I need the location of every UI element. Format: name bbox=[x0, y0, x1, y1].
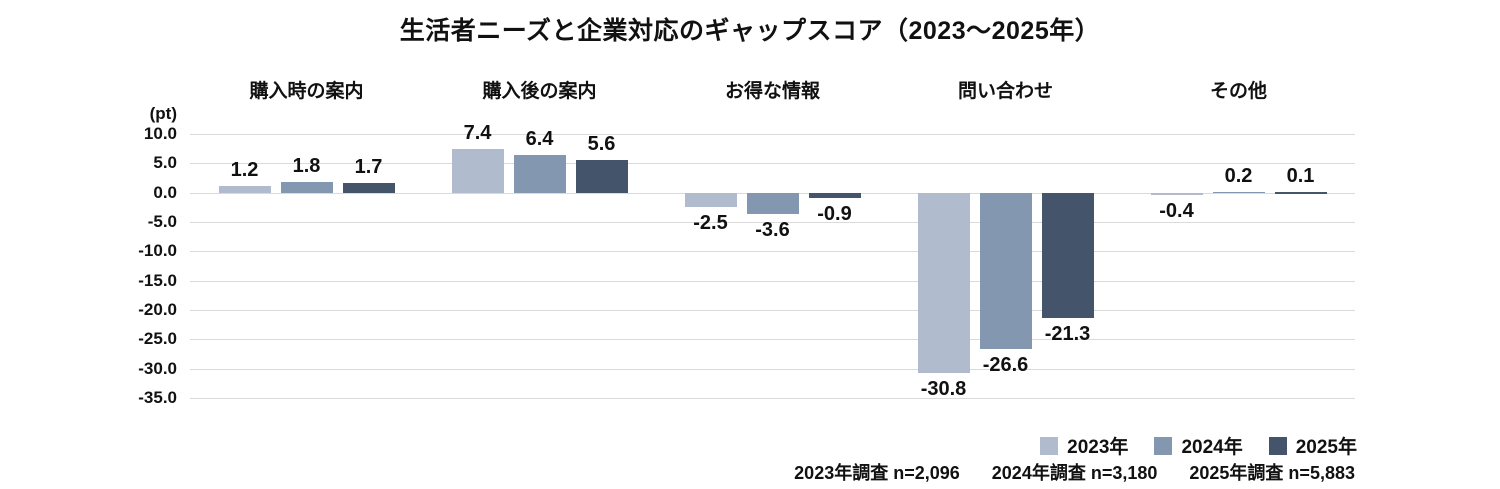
legend-label: 2023年 bbox=[1067, 437, 1129, 458]
value-label: 0.1 bbox=[1286, 165, 1315, 188]
value-label: 0.2 bbox=[1224, 164, 1253, 187]
value-label: -21.3 bbox=[1044, 322, 1091, 345]
bar bbox=[808, 192, 861, 198]
value-label: -3.6 bbox=[755, 218, 790, 241]
chart-title: 生活者ニーズと企業対応のギャップスコア（2023～2025年） bbox=[399, 17, 1101, 45]
y-axis-unit-label: (pt) bbox=[149, 104, 177, 123]
bar bbox=[513, 155, 566, 193]
gridline bbox=[190, 251, 1355, 253]
value-label: -2.5 bbox=[693, 212, 728, 235]
y-axis-tick-label: -5.0 bbox=[147, 212, 177, 231]
value-label: -0.9 bbox=[817, 202, 852, 225]
bar bbox=[684, 192, 737, 208]
value-label: 6.4 bbox=[525, 128, 554, 151]
category-label: 購入時の案内 bbox=[249, 81, 364, 102]
plot-area: 購入時の案内 1.2 1.8 1.7 購入後の案内 7.4 6.4 5.6 お得な情報 -2.5 -… bbox=[190, 81, 1355, 401]
legend-swatch bbox=[1040, 436, 1059, 455]
bar bbox=[451, 149, 504, 193]
gridline bbox=[190, 222, 1355, 223]
bar bbox=[575, 159, 628, 193]
value-label: 7.4 bbox=[463, 122, 492, 145]
y-axis-tick-label: -15.0 bbox=[138, 270, 177, 290]
category-label: その他 bbox=[1209, 81, 1267, 102]
value-label: -0.4 bbox=[1159, 200, 1194, 222]
bar bbox=[917, 192, 970, 374]
y-axis-tick-label: 5.0 bbox=[153, 153, 177, 173]
bar bbox=[979, 192, 1032, 349]
value-label: 1.7 bbox=[354, 155, 383, 178]
gridline bbox=[190, 134, 1355, 135]
y-axis-tick-label: -25.0 bbox=[138, 329, 177, 349]
bar bbox=[1274, 192, 1327, 194]
category-label: 問い合わせ bbox=[957, 81, 1053, 102]
y-axis-tick-label: -35.0 bbox=[138, 388, 177, 407]
legend-swatch bbox=[1154, 436, 1173, 455]
survey-sample-item: 2024年調査 n=3,180 bbox=[991, 463, 1158, 483]
bar bbox=[746, 192, 799, 214]
survey-sample-item: 2023年調査 n=2,096 bbox=[794, 463, 960, 483]
bar bbox=[218, 185, 271, 193]
y-axis-tick-label: -20.0 bbox=[138, 300, 177, 319]
value-label: -26.6 bbox=[982, 353, 1029, 376]
value-label: 1.8 bbox=[292, 155, 321, 178]
survey-sample-note: 2023年調査 n=2,096 2024年調査 n=3,180 2025年調査 n=… bbox=[794, 459, 1355, 485]
gridline bbox=[190, 280, 1355, 282]
gridline bbox=[190, 339, 1355, 341]
y-axis-tick-label: 10.0 bbox=[143, 124, 177, 143]
gridline bbox=[190, 310, 1355, 311]
bar bbox=[280, 182, 333, 193]
category-label: お得な情報 bbox=[724, 81, 820, 102]
y-axis-tick-label: -30.0 bbox=[138, 358, 177, 378]
bar bbox=[1212, 191, 1265, 193]
legend-item: 2023年 bbox=[1040, 432, 1128, 459]
bar bbox=[1150, 192, 1203, 195]
value-label: -30.8 bbox=[920, 378, 967, 401]
legend-label: 2024年 bbox=[1181, 437, 1243, 458]
value-label: 1.2 bbox=[230, 158, 259, 181]
legend-item: 2024年 bbox=[1154, 432, 1243, 459]
category-label: 購入後の案内 bbox=[482, 81, 597, 102]
y-axis-tick-label: 0.0 bbox=[153, 182, 177, 202]
gridline bbox=[190, 398, 1355, 399]
bar bbox=[1041, 192, 1094, 318]
legend-swatch bbox=[1268, 436, 1287, 455]
gridline bbox=[190, 368, 1355, 370]
y-axis-tick-label: -10.0 bbox=[138, 241, 177, 261]
legend-label: 2025年 bbox=[1295, 437, 1357, 458]
gridline bbox=[190, 163, 1355, 165]
bar bbox=[342, 182, 395, 193]
legend-item: 2025年 bbox=[1268, 432, 1357, 459]
survey-sample-item: 2025年調査 n=5,883 bbox=[1189, 463, 1355, 483]
legend: 2023年 2024年 2025年 bbox=[1040, 432, 1357, 459]
value-label: 5.6 bbox=[587, 132, 616, 155]
